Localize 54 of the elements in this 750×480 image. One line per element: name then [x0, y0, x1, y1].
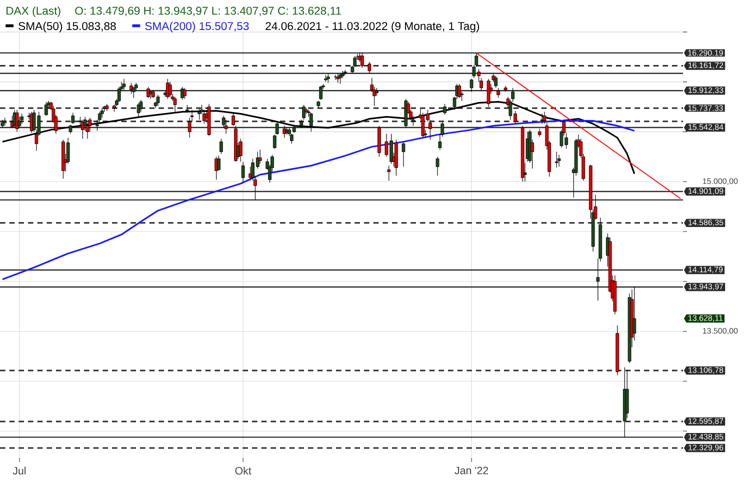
candlestick — [557, 154, 561, 167]
candlestick — [18, 116, 22, 128]
ref-line-label: 12.329,96 — [688, 444, 724, 452]
candlestick — [71, 112, 75, 124]
ref-line-label: 14.586,35 — [688, 220, 724, 226]
candlestick — [132, 86, 136, 98]
candlestick — [219, 138, 223, 154]
x-tick-label: Jul — [12, 466, 26, 475]
candlestick — [241, 161, 245, 183]
candlestick — [224, 119, 228, 134]
candlestick — [443, 104, 446, 116]
candlestick — [217, 155, 220, 171]
candlestick — [554, 151, 558, 168]
candlestick — [496, 88, 500, 98]
ref-line-label: 13.106,78 — [688, 367, 724, 374]
ref-line-label: 16.161,72 — [688, 62, 724, 70]
ref-line-label: 15.737.33 — [688, 105, 723, 111]
candlestick — [0, 119, 4, 128]
candlestick — [625, 370, 629, 418]
candlestick — [504, 86, 508, 92]
legend-label: SMA(200) 15.507,53 — [145, 22, 249, 32]
chart-subtitle: O: 13.479,69 H: 13.943,97 L: 13.407,97 C: 13.628,11 — [75, 6, 342, 16]
candlestick — [428, 119, 432, 140]
candlestick — [494, 76, 498, 88]
candlestick — [387, 165, 391, 181]
ref-line-label: 14.114,79 — [688, 266, 723, 274]
x-tick-label: Jan '22 — [454, 466, 488, 474]
candlestick — [309, 112, 313, 132]
ref-line-label: 15.542,84 — [688, 124, 724, 131]
candlestick — [402, 141, 406, 167]
candlestick — [368, 62, 372, 74]
annotation: 24.06.2021 - 11.03.2022 (9 Monate, 1 Tag) — [266, 22, 480, 32]
ref-line-label: 15.912,33 — [688, 87, 724, 94]
candlestick — [258, 149, 262, 164]
candlestick — [96, 119, 99, 132]
candlestick — [232, 112, 236, 126]
chart-title: DAX (Last) — [6, 6, 60, 18]
candlestick — [98, 112, 102, 124]
candlestick — [183, 88, 186, 100]
candlestick — [319, 86, 323, 100]
x-tick-label: Okt — [235, 466, 252, 475]
y-tick-label: 15.000,00 — [702, 178, 738, 185]
ref-line-label: 12.595,87 — [688, 418, 724, 425]
ref-line-label: 14.901,09 — [688, 188, 724, 195]
candlestick — [168, 82, 172, 98]
ref-line-label: 12.438,85 — [688, 434, 724, 440]
text: 13.628,11 — [688, 315, 723, 322]
line-series — [2, 120, 636, 280]
legend-label: SMA(50) 15.083,88 — [18, 22, 116, 32]
ref-line-label: 13.943,97 — [688, 284, 724, 290]
y-tick-label: 13.500,00 — [702, 328, 738, 335]
candlestick — [436, 156, 440, 176]
ref-line-label: 16.290.19 — [688, 50, 723, 56]
candlestick — [470, 78, 474, 92]
